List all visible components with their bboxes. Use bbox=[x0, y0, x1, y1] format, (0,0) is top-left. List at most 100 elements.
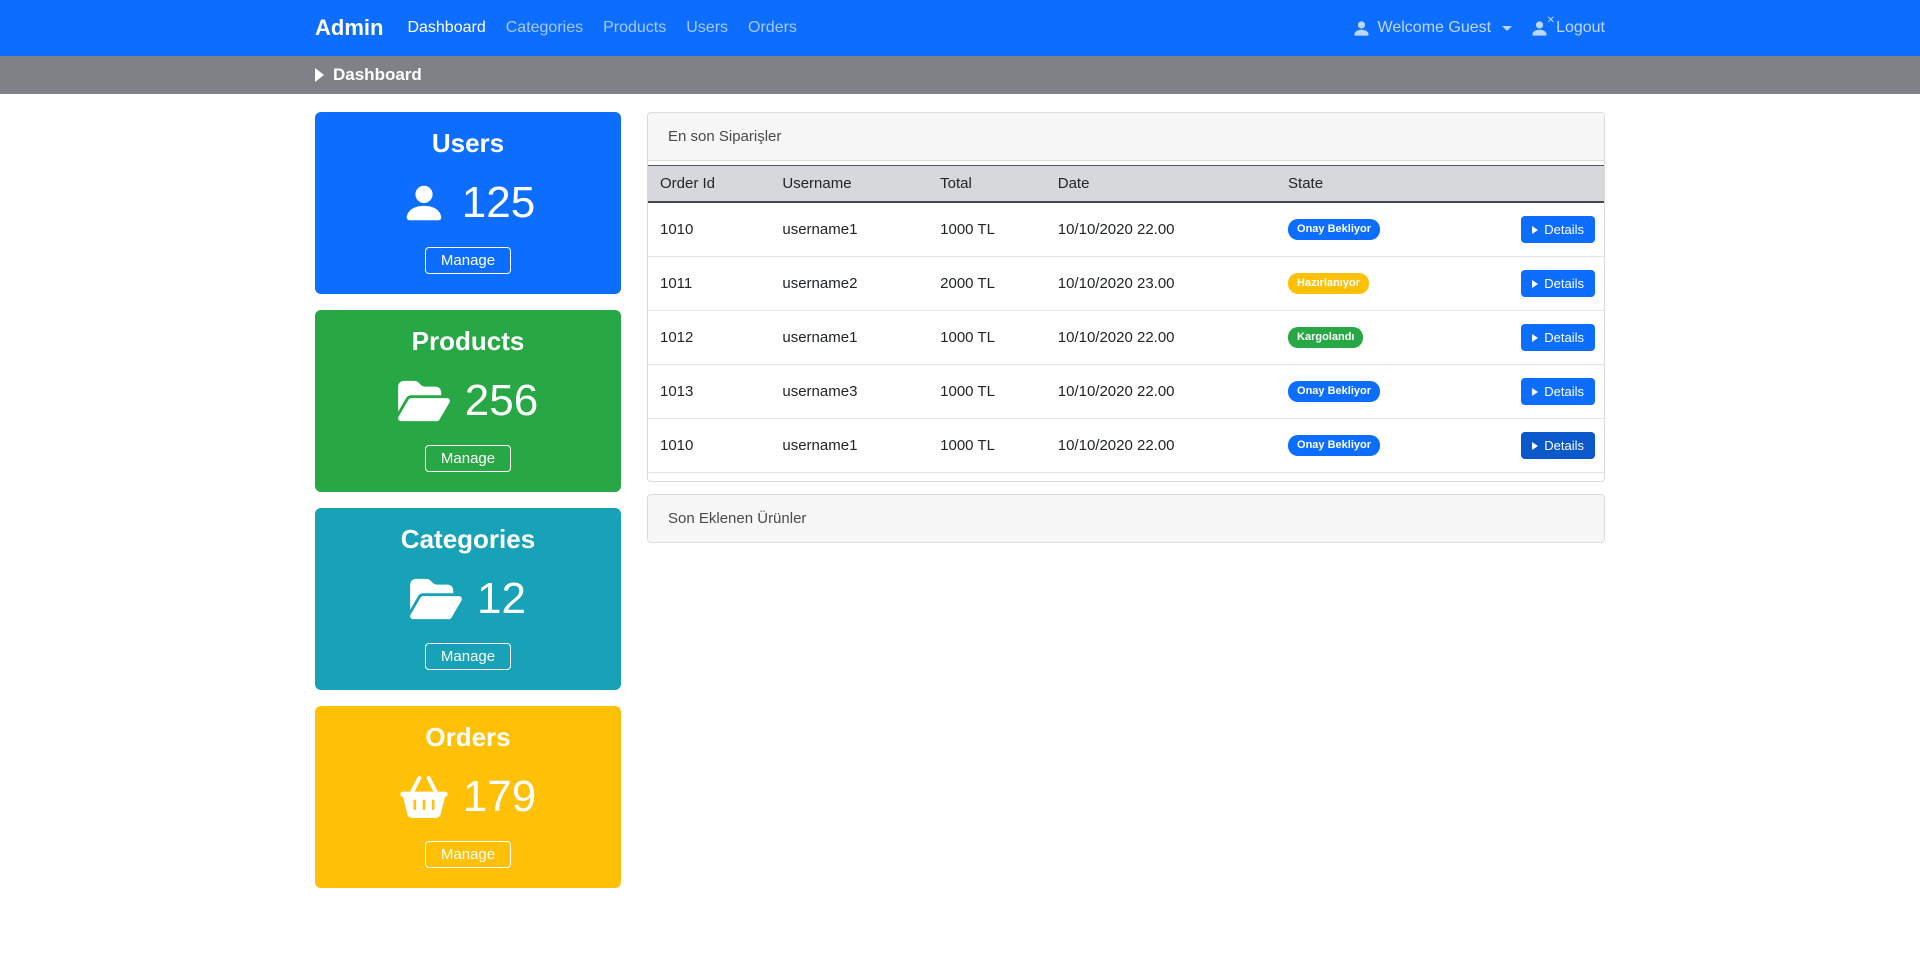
categories-card-title: Categories bbox=[400, 524, 536, 554]
caret-right-icon bbox=[1532, 441, 1539, 450]
nav-item-orders[interactable]: Orders bbox=[748, 19, 797, 36]
username-cell: username1 bbox=[770, 310, 929, 365]
products-card-title: Products bbox=[411, 326, 525, 356]
logout-label: Logout bbox=[1556, 19, 1605, 36]
navbar-right: Welcome Guest ✕ Logout bbox=[1352, 15, 1605, 38]
nav-links: Dashboard Categories Products Users Orde… bbox=[397, 11, 806, 45]
state-cell: Onay Bekliyor bbox=[1276, 202, 1509, 257]
products-card-stat: 256 bbox=[397, 376, 539, 425]
nav-item-products[interactable]: Products bbox=[603, 19, 667, 36]
actions-cell: Details bbox=[1509, 310, 1604, 365]
date-cell: 10/10/2020 22.00 bbox=[1045, 418, 1277, 473]
basket-icon bbox=[400, 776, 448, 818]
details-button[interactable]: Details bbox=[1521, 378, 1595, 405]
folder-open-icon bbox=[397, 378, 450, 424]
users-count: 125 bbox=[461, 178, 536, 227]
column-header-actions bbox=[1509, 165, 1604, 203]
status-badge: Kargolandı bbox=[1288, 326, 1364, 349]
user-menu-dropdown[interactable]: Welcome Guest bbox=[1352, 19, 1513, 38]
date-cell: 10/10/2020 22.00 bbox=[1057, 221, 1175, 238]
column-header-state: State bbox=[1276, 165, 1510, 203]
date-cell: 10/10/2020 23.00 bbox=[1045, 256, 1277, 311]
order-id-cell: 1013 bbox=[648, 364, 771, 419]
state-cell: Onay Bekliyor bbox=[1276, 364, 1510, 419]
caret-down-icon bbox=[1502, 25, 1513, 31]
orders-table-header-row: Order Id Username Total Date State bbox=[648, 165, 1604, 203]
welcome-label: Welcome Guest bbox=[1377, 19, 1492, 36]
orders-card-title: Orders bbox=[425, 722, 511, 752]
categories-card-stat: 12 bbox=[410, 576, 526, 622]
orders-count: 179 bbox=[462, 772, 537, 821]
products-panel-title: Son Eklenen Ürünler bbox=[648, 495, 1604, 542]
logout-link[interactable]: ✕ Logout bbox=[1530, 15, 1605, 38]
stats-column: Users 125 Manage Products 256 Manage Cat… bbox=[315, 112, 621, 904]
nav-item-dashboard[interactable]: Dashboard bbox=[407, 19, 486, 36]
status-badge: Onay Bekliyor bbox=[1288, 218, 1380, 241]
caret-right-icon bbox=[315, 68, 324, 82]
caret-right-icon bbox=[1532, 225, 1539, 234]
details-button[interactable]: Details bbox=[1521, 324, 1595, 351]
username-cell: username2 bbox=[770, 256, 929, 311]
actions-cell: Details bbox=[1509, 418, 1604, 473]
total-cell: 1000 TL bbox=[928, 364, 1046, 419]
orders-panel: En son Siparişler Order Id Username Tota… bbox=[647, 112, 1605, 482]
details-button[interactable]: Details bbox=[1521, 270, 1595, 297]
username-cell: username3 bbox=[770, 364, 929, 419]
categories-count: 12 bbox=[477, 574, 526, 623]
actions-cell: Details bbox=[1509, 364, 1604, 419]
caret-right-icon bbox=[1532, 333, 1539, 342]
order-row: 1012 username1 1000 TL 10/10/2020 22.00 … bbox=[648, 310, 1604, 365]
order-row: 1010 username1 1000 TL 10/10/2020 22.00 … bbox=[648, 202, 1604, 257]
status-badge: Onay Bekliyor bbox=[1288, 380, 1380, 403]
state-cell: Kargolandı bbox=[1276, 310, 1510, 365]
manage-categories-button[interactable]: Manage bbox=[424, 643, 512, 670]
username-cell: username1 bbox=[770, 418, 929, 473]
order-id-cell: 1012 bbox=[648, 310, 771, 365]
caret-right-icon bbox=[1532, 279, 1539, 288]
users-card-stat: 125 bbox=[401, 180, 535, 226]
actions-cell: Details bbox=[1509, 202, 1604, 257]
state-cell: Hazırlanıyor bbox=[1276, 256, 1510, 311]
total-cell: 2000 TL bbox=[928, 256, 1046, 311]
nav-item-users[interactable]: Users bbox=[686, 19, 729, 36]
total-cell: 1000 TL bbox=[928, 310, 1046, 365]
products-panel: Son Eklenen Ürünler bbox=[647, 494, 1605, 543]
caret-right-icon bbox=[1532, 387, 1539, 396]
person-x-icon: ✕ bbox=[1530, 15, 1555, 38]
brand-admin[interactable]: Admin bbox=[315, 15, 384, 40]
column-header-order-id: Order Id bbox=[648, 165, 771, 203]
details-button[interactable]: Details bbox=[1521, 216, 1595, 243]
breadcrumb-title: Dashboard bbox=[333, 65, 422, 84]
order-row: 1011 username2 2000 TL 10/10/2020 23.00 … bbox=[648, 256, 1604, 311]
person-icon bbox=[1352, 19, 1371, 38]
nav-item-categories[interactable]: Categories bbox=[505, 19, 584, 36]
actions-cell: Details bbox=[1509, 256, 1604, 311]
total-cell: 1000 TL bbox=[940, 221, 995, 238]
date-cell: 10/10/2020 22.00 bbox=[1045, 364, 1277, 419]
breadcrumb: Dashboard bbox=[315, 65, 1605, 85]
status-badge: Hazırlanıyor bbox=[1288, 272, 1369, 295]
products-count: 256 bbox=[464, 376, 539, 425]
column-header-username: Username bbox=[770, 165, 929, 203]
details-button[interactable]: Details bbox=[1521, 432, 1595, 459]
orders-table: Order Id Username Total Date State 1010 … bbox=[648, 165, 1604, 473]
orders-panel-title: En son Siparişler bbox=[648, 113, 1604, 161]
orders-card-stat: 179 bbox=[400, 775, 536, 819]
content-column: En son Siparişler Order Id Username Tota… bbox=[647, 112, 1605, 555]
order-row: 1010 username1 1000 TL 10/10/2020 22.00 … bbox=[648, 418, 1604, 473]
person-icon bbox=[401, 180, 447, 226]
date-cell: 10/10/2020 22.00 bbox=[1045, 310, 1277, 365]
username-cell: username1 bbox=[782, 221, 858, 238]
column-header-total: Total bbox=[928, 165, 1046, 203]
manage-products-button[interactable]: Manage bbox=[424, 445, 512, 472]
main-content: Users 125 Manage Products 256 Manage Cat… bbox=[315, 94, 1605, 904]
order-id-cell: 1010 bbox=[648, 418, 771, 473]
navbar: Admin Dashboard Categories Products User… bbox=[0, 0, 1920, 56]
manage-orders-button[interactable]: Manage bbox=[424, 841, 512, 868]
manage-users-button[interactable]: Manage bbox=[424, 247, 512, 274]
orders-card: Orders 179 Manage bbox=[315, 706, 621, 888]
order-id-cell: 1011 bbox=[648, 256, 771, 311]
users-card-title: Users bbox=[431, 128, 505, 158]
status-badge: Onay Bekliyor bbox=[1288, 434, 1380, 457]
categories-card: Categories 12 Manage bbox=[315, 508, 621, 690]
